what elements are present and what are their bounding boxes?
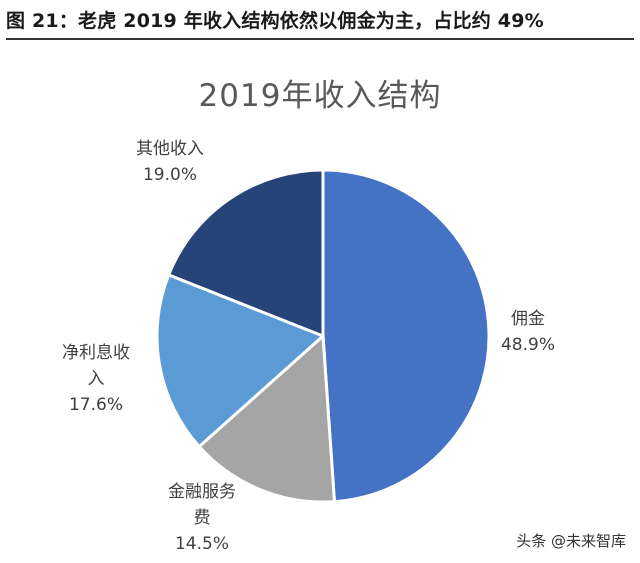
watermark: 头条 @未来智库 (516, 532, 626, 550)
slice-label-net-interest-income-name-line1: 净利息收 (62, 343, 130, 363)
chart-title: 2019年收入结构 (198, 78, 442, 114)
slice-label-net-interest-income-name-line2: 入 (87, 369, 105, 389)
slice-label-financial-service-fee-name-line2: 费 (193, 508, 211, 528)
slice-net-interest-income (155, 273, 325, 449)
slice-label-financial-service-fee: 金融服务 费 14.5% (152, 479, 252, 557)
slice-label-other-income-value: 19.0% (142, 165, 197, 185)
slice-label-financial-service-fee-name-line1: 金融服务 (168, 482, 236, 502)
slice-label-net-interest-income: 净利息收 入 17.6% (46, 340, 146, 418)
caption-divider (6, 38, 634, 40)
slice-commission (321, 168, 491, 504)
slice-financial-service-fee (197, 334, 336, 504)
slice-other-income (167, 168, 325, 338)
slice-label-net-interest-income-value: 17.6% (68, 395, 123, 415)
slice-label-other-income: 其他收入 19.0% (120, 136, 220, 188)
slice-label-commission-value: 48.9% (500, 335, 555, 355)
slice-label-financial-service-fee-value: 14.5% (174, 534, 229, 554)
figure-caption: 图 21：老虎 2019 年收入结构依然以佣金为主，占比约 49% (6, 10, 544, 32)
slice-label-commission: 佣金 48.9% (488, 306, 568, 358)
slice-label-other-income-name: 其他收入 (136, 139, 204, 159)
slice-label-commission-name: 佣金 (511, 309, 545, 329)
